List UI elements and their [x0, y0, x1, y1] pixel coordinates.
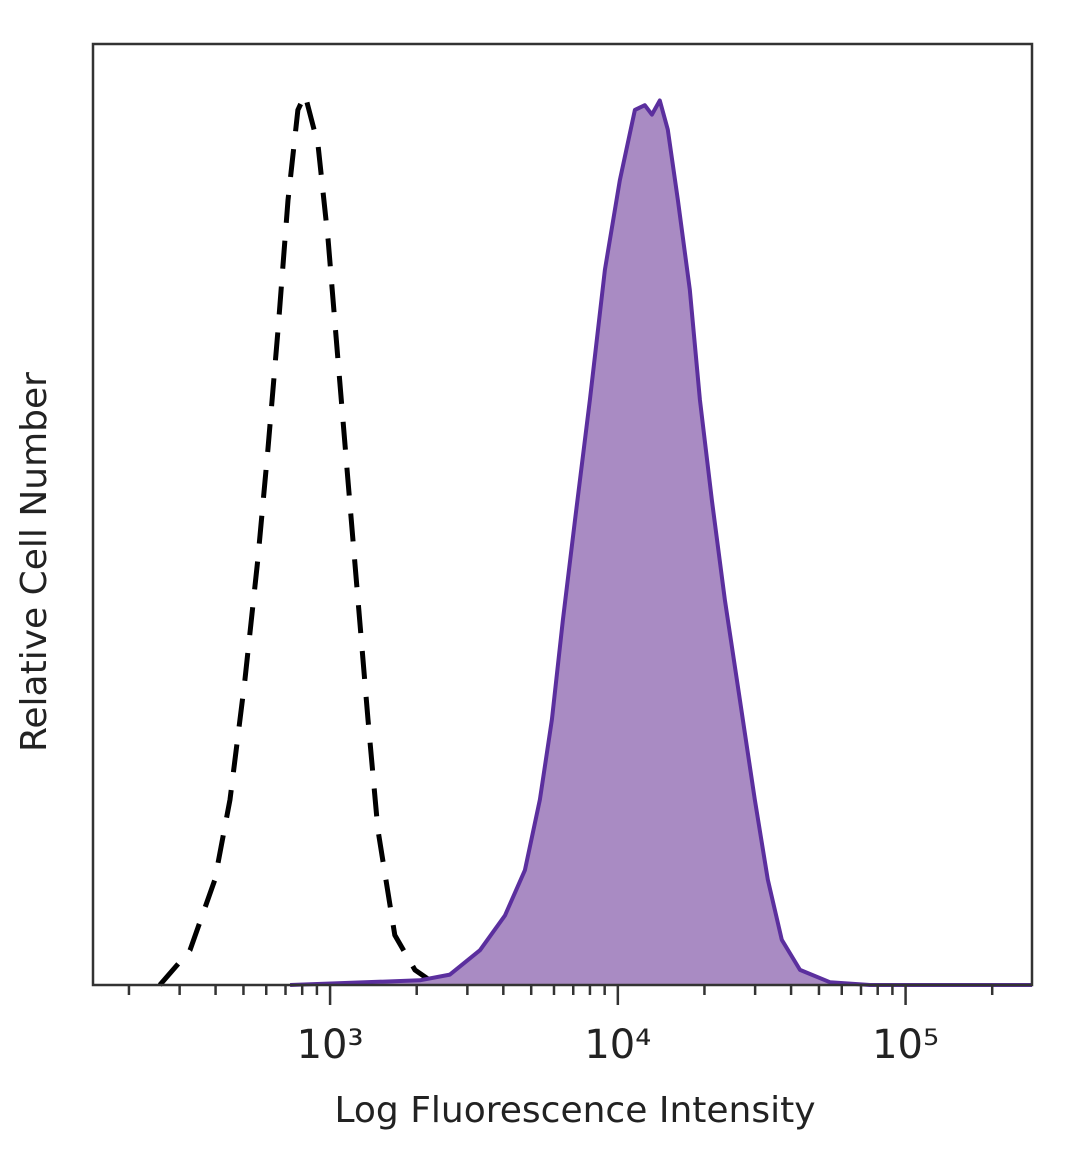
- x-tick-label: 10⁴: [584, 1022, 651, 1068]
- histogram-line: [290, 98, 1032, 987]
- x-tick-label: 10⁵: [872, 1022, 939, 1068]
- x-axis-label: Log Fluorescence Intensity: [334, 1090, 815, 1131]
- y-axis-label: Relative Cell Number: [14, 372, 55, 752]
- x-tick-label: 10³: [297, 1022, 364, 1068]
- plot-frame: [91, 42, 1034, 987]
- histogram-line: [157, 92, 451, 988]
- histogram-fill: [290, 100, 1033, 985]
